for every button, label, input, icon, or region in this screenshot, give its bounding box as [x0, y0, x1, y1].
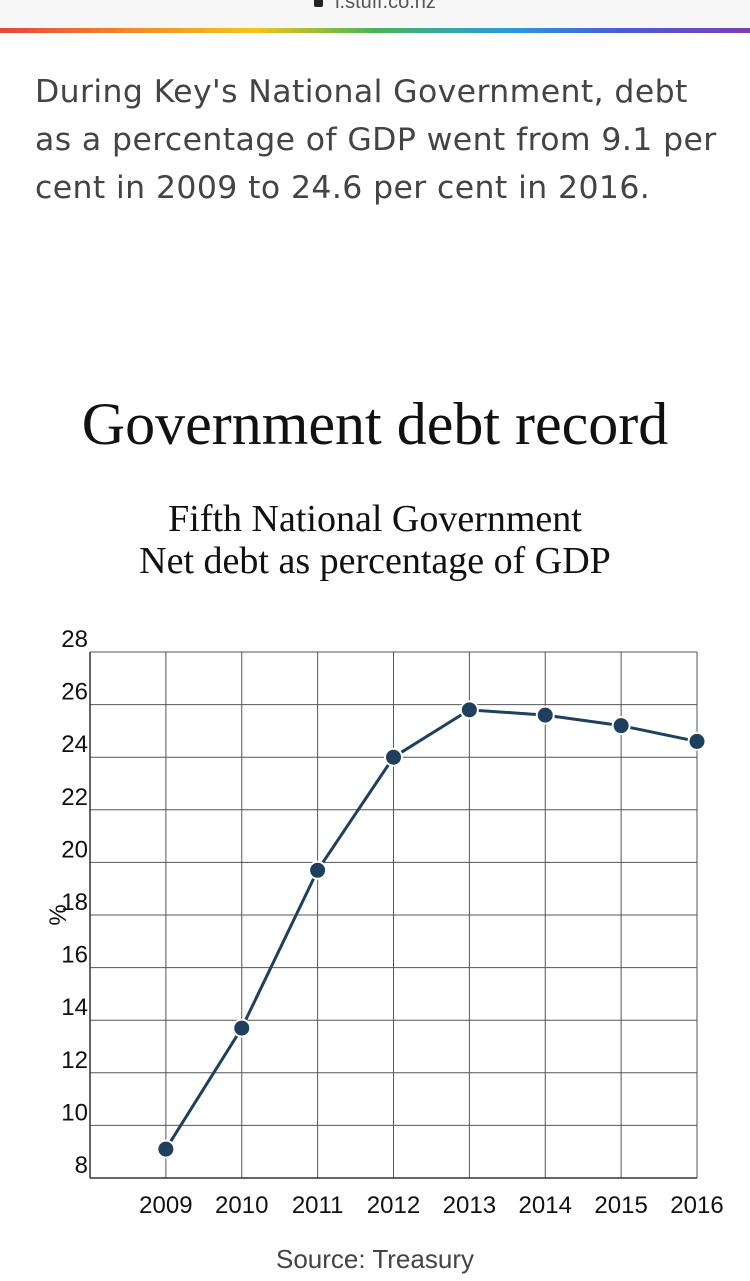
y-axis-label: % — [45, 904, 72, 925]
y-tick-label: 16 — [61, 942, 88, 969]
y-tick-label: 10 — [61, 1099, 88, 1126]
data-point — [611, 716, 631, 736]
y-tick-label: 20 — [61, 836, 88, 863]
data-point — [459, 700, 479, 720]
rainbow-divider — [0, 28, 750, 33]
y-tick-label: 26 — [61, 679, 88, 706]
x-tick-label: 2016 — [670, 1192, 723, 1219]
x-tick-label: 2014 — [519, 1192, 572, 1219]
x-tick-label: 2009 — [139, 1192, 192, 1219]
chart-source: Source: Treasury — [276, 1244, 474, 1274]
y-tick-label: 14 — [61, 994, 88, 1021]
x-tick-label: 2011 — [292, 1192, 344, 1219]
lock-icon — [314, 0, 324, 7]
url-text: i.stuff.co.nz — [335, 0, 436, 13]
y-tick-label: 24 — [61, 731, 88, 758]
data-point — [535, 705, 555, 725]
data-point — [156, 1139, 176, 1159]
y-tick-label: 18 — [61, 889, 88, 916]
data-point — [308, 860, 328, 880]
chart-subtitle-line-2: Net debt as percentage of GDP — [139, 540, 611, 582]
series-line — [164, 708, 698, 1150]
x-tick-label: 2010 — [215, 1192, 268, 1219]
x-tick-label: 2012 — [367, 1192, 420, 1219]
data-point — [687, 731, 707, 751]
chart-subtitle-line-1: Fifth National Government — [168, 498, 582, 540]
y-tick-label: 12 — [61, 1047, 88, 1074]
y-tick-label: 8 — [75, 1152, 88, 1179]
url-display[interactable]: i.stuff.co.nz — [0, 0, 750, 14]
x-tick-label: 2013 — [443, 1192, 496, 1219]
x-tick-label: 2015 — [594, 1192, 647, 1219]
line-chart: 8 10 12 14 16 18 20 22 24 26 28 2009 2010 2011 2012 201… — [45, 626, 724, 1219]
y-tick-label: 28 — [61, 626, 88, 653]
chart-title: Government debt record — [81, 391, 669, 457]
data-point — [232, 1018, 252, 1038]
data-point — [384, 747, 403, 767]
browser-address-bar[interactable]: i.stuff.co.nz — [0, 0, 750, 28]
article-lede: During Key's National Government, debt a… — [35, 74, 717, 206]
y-tick-label: 22 — [61, 784, 88, 811]
